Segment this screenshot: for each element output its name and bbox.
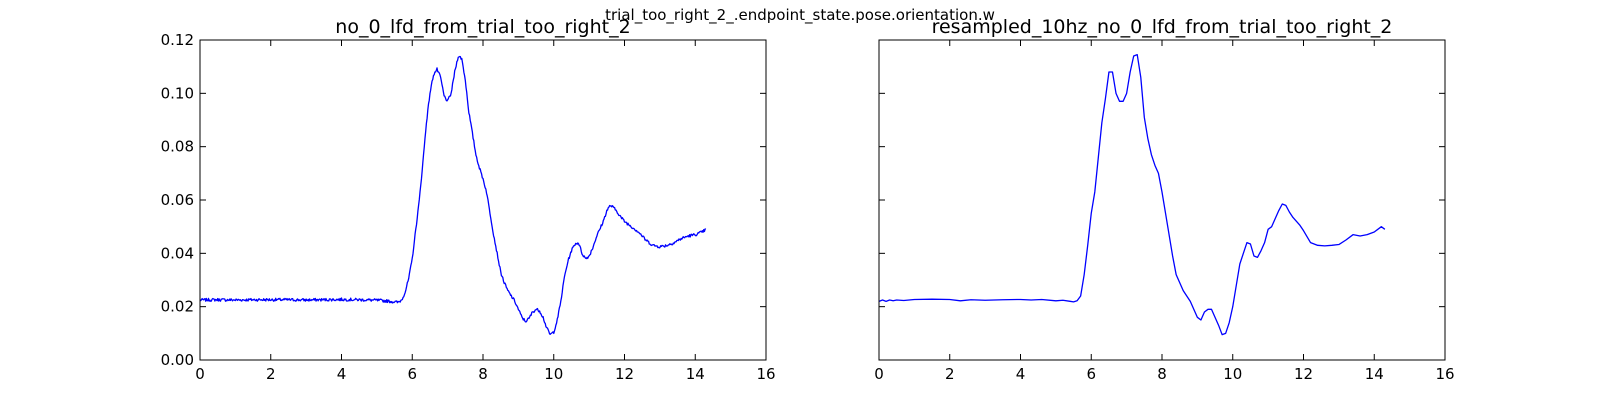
left-ytick-label: 0.04 (161, 244, 194, 262)
left-xtick-label: 8 (478, 365, 488, 383)
subplot-left-series (199, 55, 707, 335)
right-xtick-label: 16 (1435, 365, 1454, 383)
right-xtick-label: 8 (1157, 365, 1167, 383)
left-ytick-label: 0.06 (161, 191, 194, 209)
left-ytick-label: 0.02 (161, 298, 194, 316)
subplot-right-title: resampled_10hz_no_0_lfd_from_trial_too_r… (932, 16, 1393, 38)
subplot-right-series (878, 54, 1386, 336)
left-xtick-label: 10 (544, 365, 563, 383)
left-ytick-label: 0.00 (161, 351, 194, 369)
left-ytick-label: 0.08 (161, 138, 194, 156)
right-xtick-label: 14 (1365, 365, 1384, 383)
left-xtick-label: 6 (407, 365, 417, 383)
right-series-line (878, 54, 1386, 336)
subplot-right-axes-frame (878, 39, 1446, 361)
right-xtick-label: 0 (874, 365, 884, 383)
right-xtick-label: 6 (1086, 365, 1096, 383)
subplot-left-axes-frame (199, 39, 767, 361)
subplot-left-ticks: 0 2 4 6 8 10 12 14 16 0.00 0.02 0.04 0.06 0.08 0.10 0.1… (161, 31, 776, 383)
left-xtick-label: 14 (686, 365, 705, 383)
left-xtick-label: 16 (756, 365, 775, 383)
left-ytick-label: 0.12 (161, 31, 194, 49)
right-xtick-label: 10 (1223, 365, 1242, 383)
left-xtick-label: 2 (266, 365, 276, 383)
right-xtick-label: 2 (945, 365, 955, 383)
left-xtick-label: 0 (195, 365, 205, 383)
figure-suptitle: trial_too_right_2_.endpoint_state.pose.o… (605, 6, 995, 25)
subplot-right: resampled_10hz_no_0_lfd_from_trial_too_r… (874, 16, 1454, 383)
left-ytick-label: 0.10 (161, 84, 194, 102)
subplot-right-ticks: 0 2 4 6 8 10 12 14 16 (874, 39, 1455, 383)
left-xtick-label: 12 (615, 365, 634, 383)
left-xtick-label: 4 (337, 365, 347, 383)
subplot-left-title: no_0_lfd_from_trial_too_right_2 (335, 16, 630, 38)
right-xtick-label: 12 (1294, 365, 1313, 383)
left-series-line (199, 55, 707, 335)
right-xtick-label: 4 (1016, 365, 1026, 383)
subplot-left: no_0_lfd_from_trial_too_right_2 0 2 4 6 8 10 1… (161, 16, 776, 383)
